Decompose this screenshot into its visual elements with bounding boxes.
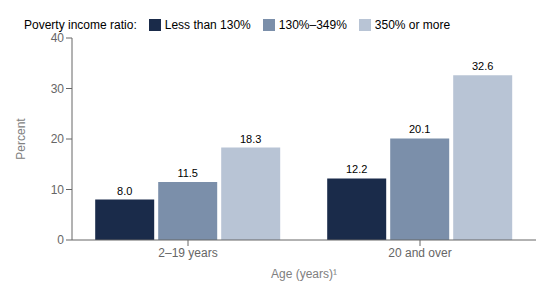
html-text:350% or more: 350% or more <box>374 18 451 32</box>
svg-text:8.0: 8.0 <box>117 185 132 197</box>
svg-text:12.2: 12.2 <box>346 163 367 175</box>
svg-text:40: 40 <box>51 31 65 45</box>
svg-text:30: 30 <box>51 82 65 96</box>
svg-text:Age (years)¹: Age (years)¹ <box>271 267 337 281</box>
html-text:130%–349%: 130%–349% <box>278 18 347 32</box>
svg-text:20 and over: 20 and over <box>388 246 451 260</box>
svg-text:2–19 years: 2–19 years <box>158 246 217 260</box>
html-text:Less than 130%: Less than 130% <box>164 18 251 32</box>
svg-text:20: 20 <box>51 132 65 146</box>
svg-text:10: 10 <box>51 183 65 197</box>
svg-text:20.1: 20.1 <box>409 123 430 135</box>
svg-text:11.5: 11.5 <box>177 167 198 179</box>
svg-text:32.6: 32.6 <box>472 60 493 72</box>
svg-text:0: 0 <box>57 233 64 247</box>
html-text:Poverty income ratio:: Poverty income ratio: <box>24 18 137 32</box>
svg-text:18.3: 18.3 <box>240 133 261 145</box>
svg-text:Percent: Percent <box>14 118 28 160</box>
